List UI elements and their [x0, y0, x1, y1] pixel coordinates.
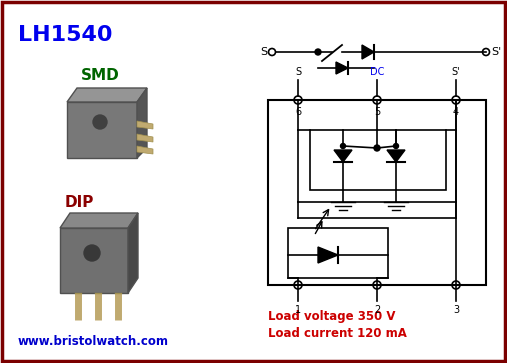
Text: 1: 1: [295, 305, 301, 315]
Circle shape: [374, 145, 380, 151]
Text: LH1540: LH1540: [18, 25, 113, 45]
Text: 4: 4: [453, 107, 459, 117]
Polygon shape: [67, 102, 137, 158]
Circle shape: [341, 143, 345, 148]
Polygon shape: [137, 146, 153, 154]
Polygon shape: [362, 45, 374, 59]
Polygon shape: [334, 150, 352, 162]
Text: DC: DC: [370, 67, 384, 77]
Polygon shape: [67, 88, 147, 102]
Circle shape: [393, 143, 399, 148]
Bar: [288, 228, 388, 278]
Text: www.bristolwatch.com: www.bristolwatch.com: [18, 335, 169, 348]
Text: S': S': [491, 47, 501, 57]
Text: 6: 6: [295, 107, 301, 117]
Text: SMD: SMD: [81, 68, 119, 83]
Text: S: S: [295, 67, 301, 77]
Polygon shape: [60, 213, 138, 228]
Text: S: S: [260, 47, 267, 57]
Text: 2: 2: [374, 305, 380, 315]
Circle shape: [315, 49, 321, 55]
Text: 5: 5: [374, 107, 380, 117]
Polygon shape: [128, 213, 138, 293]
Bar: [310, 130, 446, 190]
Text: Load voltage 350 V: Load voltage 350 V: [268, 310, 395, 323]
Polygon shape: [137, 121, 153, 129]
Polygon shape: [60, 228, 128, 293]
Polygon shape: [137, 88, 147, 158]
Text: 3: 3: [453, 305, 459, 315]
Polygon shape: [318, 247, 338, 263]
Circle shape: [84, 245, 100, 261]
Text: S': S': [452, 67, 460, 77]
Polygon shape: [137, 134, 153, 142]
Text: Load current 120 mA: Load current 120 mA: [268, 327, 407, 340]
Circle shape: [93, 115, 107, 129]
Polygon shape: [336, 62, 348, 74]
Text: DIP: DIP: [65, 195, 94, 210]
Polygon shape: [387, 150, 405, 162]
Bar: [268, 100, 486, 285]
